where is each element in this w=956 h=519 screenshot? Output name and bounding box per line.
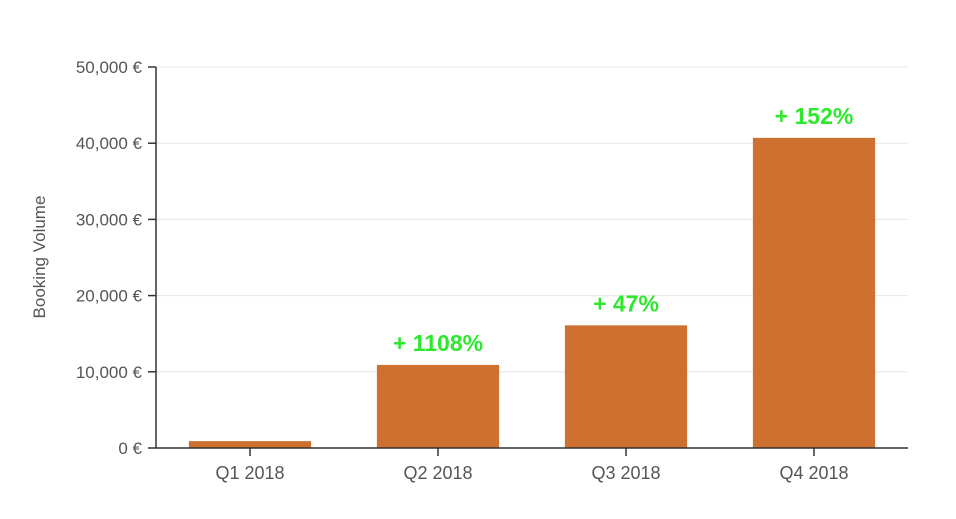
growth-annotation: + 1108% (393, 330, 483, 356)
bar-q4-2018 (752, 137, 876, 448)
y-tick-label: 10,000 € (76, 363, 143, 382)
x-tick-label: Q2 2018 (403, 463, 472, 483)
x-tick-label: Q3 2018 (591, 463, 660, 483)
y-tick-label: 30,000 € (76, 210, 143, 229)
y-tick-label: 50,000 € (76, 58, 143, 77)
x-tick-labels: Q1 2018 Q2 2018 Q3 2018 Q4 2018 (215, 463, 848, 483)
x-tick-label: Q4 2018 (779, 463, 848, 483)
y-tick-label: 20,000 € (76, 287, 143, 306)
y-tick-labels: 0 € 10,000 € 20,000 € 30,000 € 40,000 € 50,00… (76, 58, 143, 458)
bars (188, 137, 876, 448)
axes (148, 66, 908, 456)
y-axis-title: Booking Volume (30, 196, 49, 319)
annotations: + 1108% + 47% + 152% (393, 103, 853, 356)
y-tick-label: 0 € (118, 439, 142, 458)
x-tick-label: Q1 2018 (215, 463, 284, 483)
growth-annotation: + 152% (775, 103, 854, 129)
growth-annotation: + 47% (593, 290, 659, 316)
bar-q2-2018 (376, 364, 500, 448)
bar-q3-2018 (564, 325, 688, 448)
y-tick-label: 40,000 € (76, 134, 143, 153)
bar-q1-2018 (188, 441, 312, 448)
